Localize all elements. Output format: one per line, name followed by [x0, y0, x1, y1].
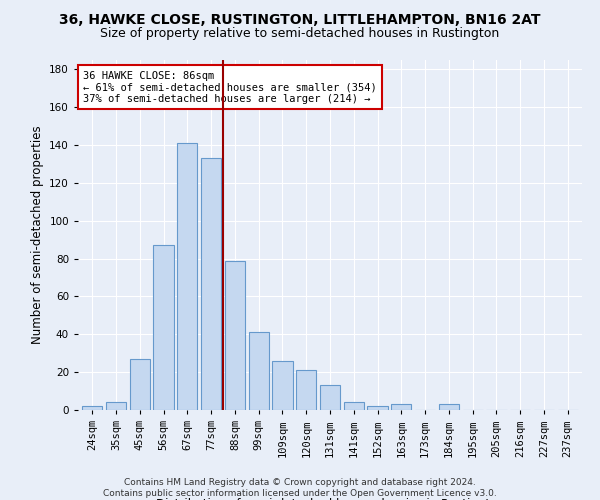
- Bar: [106, 402, 126, 410]
- Bar: [344, 402, 364, 410]
- Text: Contains HM Land Registry data © Crown copyright and database right 2024.
Contai: Contains HM Land Registry data © Crown c…: [103, 478, 497, 498]
- Bar: [225, 260, 245, 410]
- Bar: [391, 404, 412, 410]
- Bar: [177, 143, 197, 410]
- Bar: [296, 370, 316, 410]
- Bar: [130, 359, 150, 410]
- X-axis label: Distribution of semi-detached houses by size in Rustington: Distribution of semi-detached houses by …: [155, 498, 505, 500]
- Bar: [154, 246, 173, 410]
- Text: 36 HAWKE CLOSE: 86sqm
← 61% of semi-detached houses are smaller (354)
37% of sem: 36 HAWKE CLOSE: 86sqm ← 61% of semi-deta…: [83, 70, 377, 104]
- Bar: [82, 406, 103, 410]
- Bar: [439, 404, 459, 410]
- Bar: [367, 406, 388, 410]
- Y-axis label: Number of semi-detached properties: Number of semi-detached properties: [31, 126, 44, 344]
- Bar: [272, 361, 293, 410]
- Text: 36, HAWKE CLOSE, RUSTINGTON, LITTLEHAMPTON, BN16 2AT: 36, HAWKE CLOSE, RUSTINGTON, LITTLEHAMPT…: [59, 12, 541, 26]
- Bar: [248, 332, 269, 410]
- Text: Size of property relative to semi-detached houses in Rustington: Size of property relative to semi-detach…: [100, 28, 500, 40]
- Bar: [320, 386, 340, 410]
- Bar: [201, 158, 221, 410]
